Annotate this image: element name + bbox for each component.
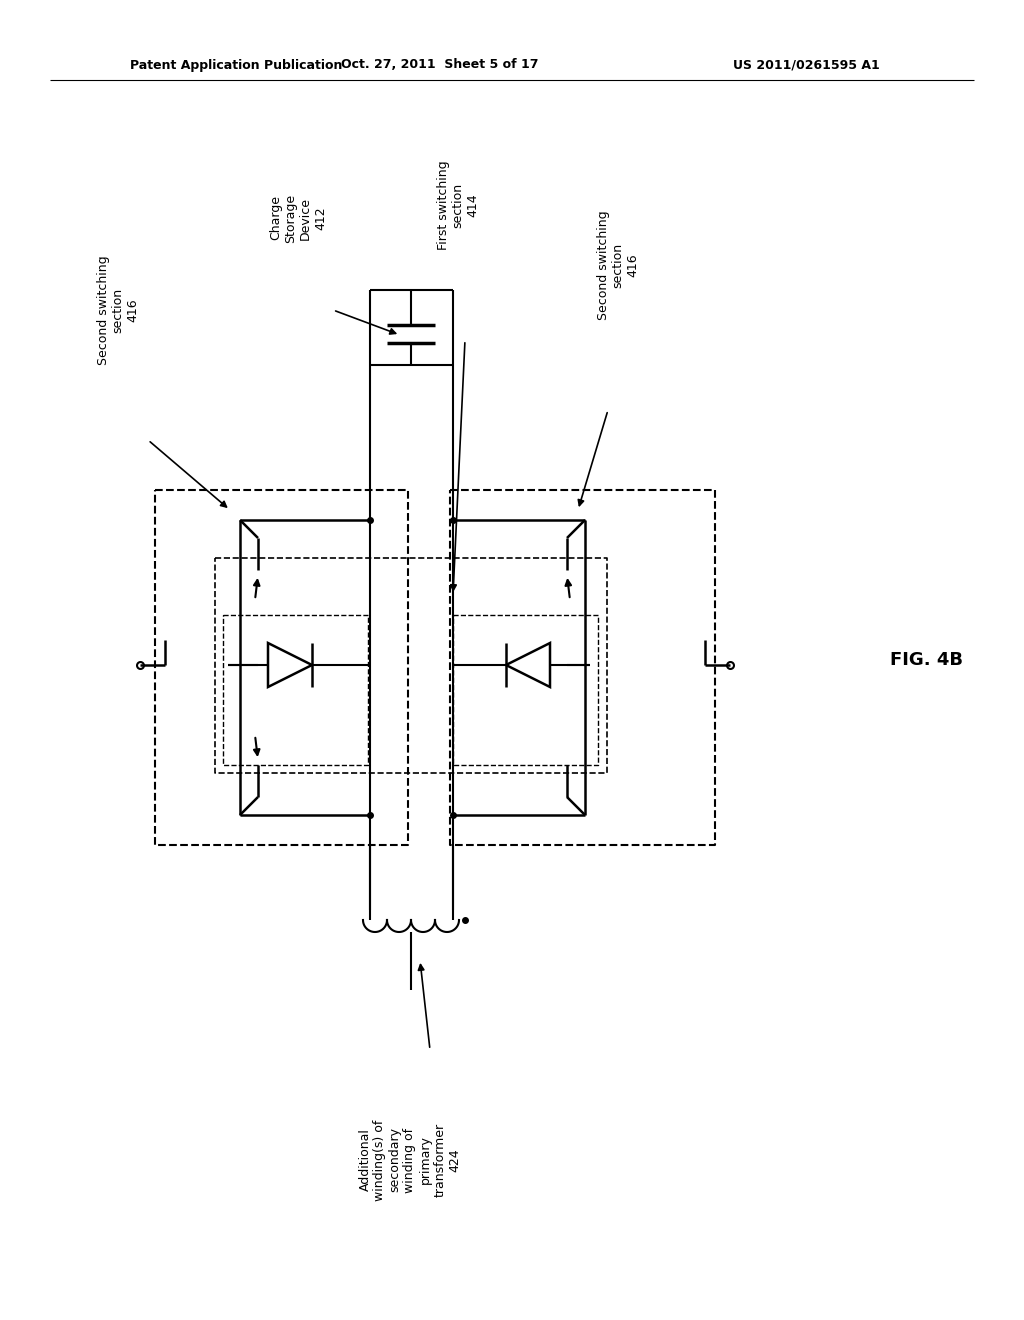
Polygon shape — [506, 643, 550, 686]
Text: Patent Application Publication: Patent Application Publication — [130, 58, 342, 71]
Text: Additional
winding(s) of
secondary
winding of
primary
transformer
424: Additional winding(s) of secondary windi… — [358, 1119, 462, 1201]
Polygon shape — [268, 643, 312, 686]
Text: US 2011/0261595 A1: US 2011/0261595 A1 — [733, 58, 880, 71]
Text: First switching
section
414: First switching section 414 — [436, 160, 479, 249]
Text: Oct. 27, 2011  Sheet 5 of 17: Oct. 27, 2011 Sheet 5 of 17 — [341, 58, 539, 71]
Text: FIG. 4B: FIG. 4B — [890, 651, 963, 669]
Text: Second switching
section
416: Second switching section 416 — [597, 210, 640, 319]
Text: Charge
Storage
Device
412: Charge Storage Device 412 — [269, 194, 327, 243]
Text: Second switching
section
416: Second switching section 416 — [96, 255, 139, 364]
